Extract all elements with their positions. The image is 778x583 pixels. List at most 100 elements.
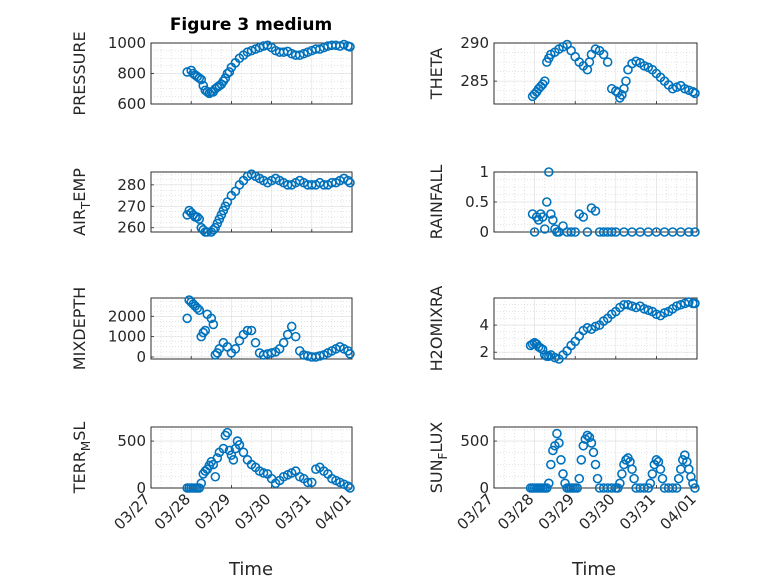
data-point (228, 455, 239, 465)
x-axis-label-right: Time (571, 559, 616, 580)
data-point (590, 321, 601, 332)
data-point (690, 227, 700, 237)
data-point (315, 351, 325, 361)
data-point (588, 447, 599, 458)
x-tick-label: 03/28 (151, 490, 194, 533)
data-point (258, 468, 269, 478)
gridlines (151, 172, 352, 232)
data-point (627, 464, 637, 475)
data-point (651, 455, 662, 465)
y-tick-label: 280 (117, 176, 146, 194)
y-tick-label: 0 (479, 479, 489, 497)
data-point (537, 212, 548, 222)
data-point (554, 438, 564, 448)
y-tick-label: 500 (117, 432, 146, 450)
data-point (572, 483, 583, 493)
data-point (673, 473, 684, 484)
data-point (602, 57, 613, 67)
data-point (535, 343, 546, 353)
data-point (576, 455, 587, 465)
data-point (566, 227, 576, 237)
x-axis-label-left: Time (228, 559, 273, 580)
data-point (537, 344, 548, 355)
x-tick-label: 03/30 (231, 490, 274, 533)
data-point (224, 445, 235, 456)
data-point (570, 227, 581, 237)
data-point (539, 350, 550, 360)
subplot-mixdepth: 0 1000 2000 MIXDEPTH (70, 287, 355, 370)
data-point (541, 483, 552, 493)
subplot-theta: 285 290 THETA (427, 34, 700, 105)
y-axis-label: THETA (427, 48, 446, 100)
data-point (192, 212, 203, 222)
y-tick-label: 0 (136, 348, 146, 366)
data-point (590, 459, 601, 470)
data-point (617, 469, 627, 479)
x-tick-label: 03/29 (535, 490, 578, 533)
data-point (690, 298, 700, 309)
x-tick-label: 04/01 (657, 490, 700, 533)
x-tick-label: 03/31 (616, 490, 659, 533)
data-point (639, 483, 650, 493)
y-tick-label: 2000 (108, 307, 146, 325)
data-point (688, 478, 698, 489)
data-point (671, 483, 682, 493)
data-series (525, 297, 700, 364)
data-point (690, 88, 700, 99)
data-point (690, 483, 700, 493)
data-point (550, 352, 560, 363)
y-axis-label: AIRTEMP (70, 168, 93, 236)
data-point (196, 478, 207, 489)
x-tick-label: 04/01 (312, 490, 355, 533)
data-point (582, 430, 593, 441)
data-point (544, 478, 554, 489)
data-point (544, 167, 554, 177)
data-point (224, 67, 235, 77)
x-tick-label: 03/28 (494, 490, 537, 533)
data-point (598, 49, 609, 60)
data-point (590, 206, 601, 216)
data-point (212, 453, 223, 463)
data-point (684, 227, 694, 237)
data-series (182, 169, 355, 237)
data-series (527, 39, 700, 103)
data-series (527, 167, 700, 237)
figure-title: Figure 3 medium (170, 15, 332, 35)
data-point (194, 305, 205, 316)
y-axis-label: H2OMIXRA (427, 286, 446, 372)
data-point (208, 319, 219, 330)
data-point (558, 469, 568, 479)
subplot-h2omixra: 2 4 H2OMIXRA (427, 286, 700, 372)
data-point (266, 348, 277, 358)
data-point (250, 337, 261, 348)
data-point (606, 483, 617, 493)
data-point (234, 440, 245, 450)
y-tick-label: 1000 (108, 34, 146, 52)
data-point (345, 177, 355, 188)
data-point (617, 90, 627, 100)
data-point (592, 473, 603, 484)
data-point (639, 304, 650, 314)
data-point (230, 344, 241, 354)
data-point (552, 428, 562, 439)
y-axis-label: TERRMSL (70, 422, 93, 495)
data-series (525, 428, 700, 493)
y-tick-label: 290 (460, 34, 489, 52)
data-point (671, 301, 682, 311)
data-point (578, 212, 589, 222)
data-point (655, 464, 666, 475)
data-point (198, 327, 209, 338)
data-point (345, 349, 355, 359)
data-point (182, 313, 192, 324)
data-point (278, 337, 289, 348)
data-point (345, 42, 355, 52)
y-tick-label: 4 (479, 316, 489, 334)
y-axis-label: SUNFLUX (427, 422, 450, 494)
data-point (686, 471, 696, 482)
data-point (202, 87, 213, 97)
data-point (343, 481, 353, 491)
data-point (194, 483, 205, 493)
data-point (302, 477, 313, 488)
data-point (582, 227, 593, 237)
